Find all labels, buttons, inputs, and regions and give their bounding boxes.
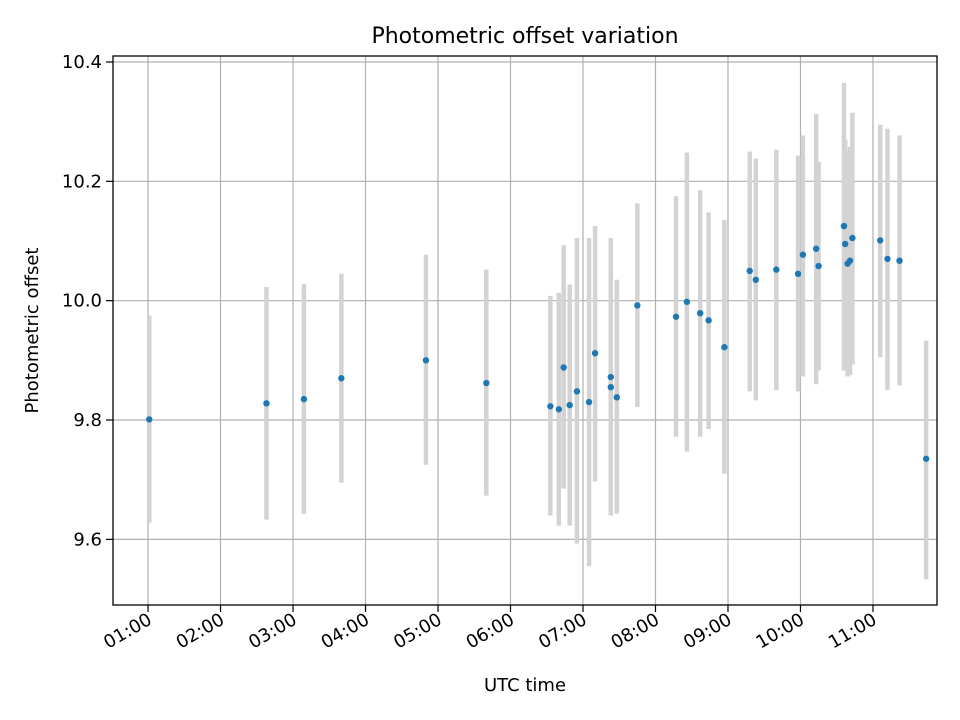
data-point [812, 245, 820, 252]
y-axis-label: Photometric offset [22, 248, 43, 414]
data-point [634, 302, 641, 309]
data-point [696, 309, 704, 317]
data-point [846, 257, 854, 264]
data-point [683, 298, 691, 306]
y-tick-label: 10.2 [62, 171, 102, 192]
data-point [555, 406, 563, 413]
data-point [483, 379, 490, 387]
chart-title: Photometric offset variation [371, 24, 678, 49]
data-point [877, 237, 884, 244]
data-point [566, 401, 573, 409]
data-points [146, 222, 930, 462]
y-tick-label: 9.8 [73, 410, 102, 431]
x-axis-label: UTC time [484, 675, 566, 696]
data-point [884, 255, 891, 263]
data-point [338, 375, 345, 382]
data-point [422, 357, 430, 364]
data-point [896, 257, 903, 264]
y-tick-label: 10.0 [62, 291, 102, 312]
data-point [585, 398, 593, 406]
data-point [263, 400, 270, 407]
data-point [815, 262, 822, 270]
data-point [573, 388, 581, 395]
data-point [849, 234, 856, 242]
data-point [752, 276, 759, 283]
data-point [607, 383, 614, 391]
data-point [607, 373, 614, 381]
data-point [547, 403, 554, 410]
data-point [721, 344, 728, 351]
data-point [799, 251, 807, 258]
data-point [705, 317, 712, 324]
data-point [672, 313, 680, 320]
data-point [794, 270, 802, 278]
data-point [922, 455, 930, 462]
data-point [840, 222, 848, 230]
y-tick-label: 10.4 [62, 52, 102, 73]
data-point [591, 349, 599, 357]
data-point [613, 394, 621, 401]
data-point [560, 364, 567, 371]
data-point [841, 240, 849, 248]
grid [113, 56, 937, 605]
data-point [773, 266, 780, 273]
data-point [746, 267, 753, 275]
y-tick-label: 9.6 [73, 529, 102, 550]
data-point [300, 395, 308, 403]
data-point [146, 416, 153, 423]
plot-frame [112, 55, 938, 606]
